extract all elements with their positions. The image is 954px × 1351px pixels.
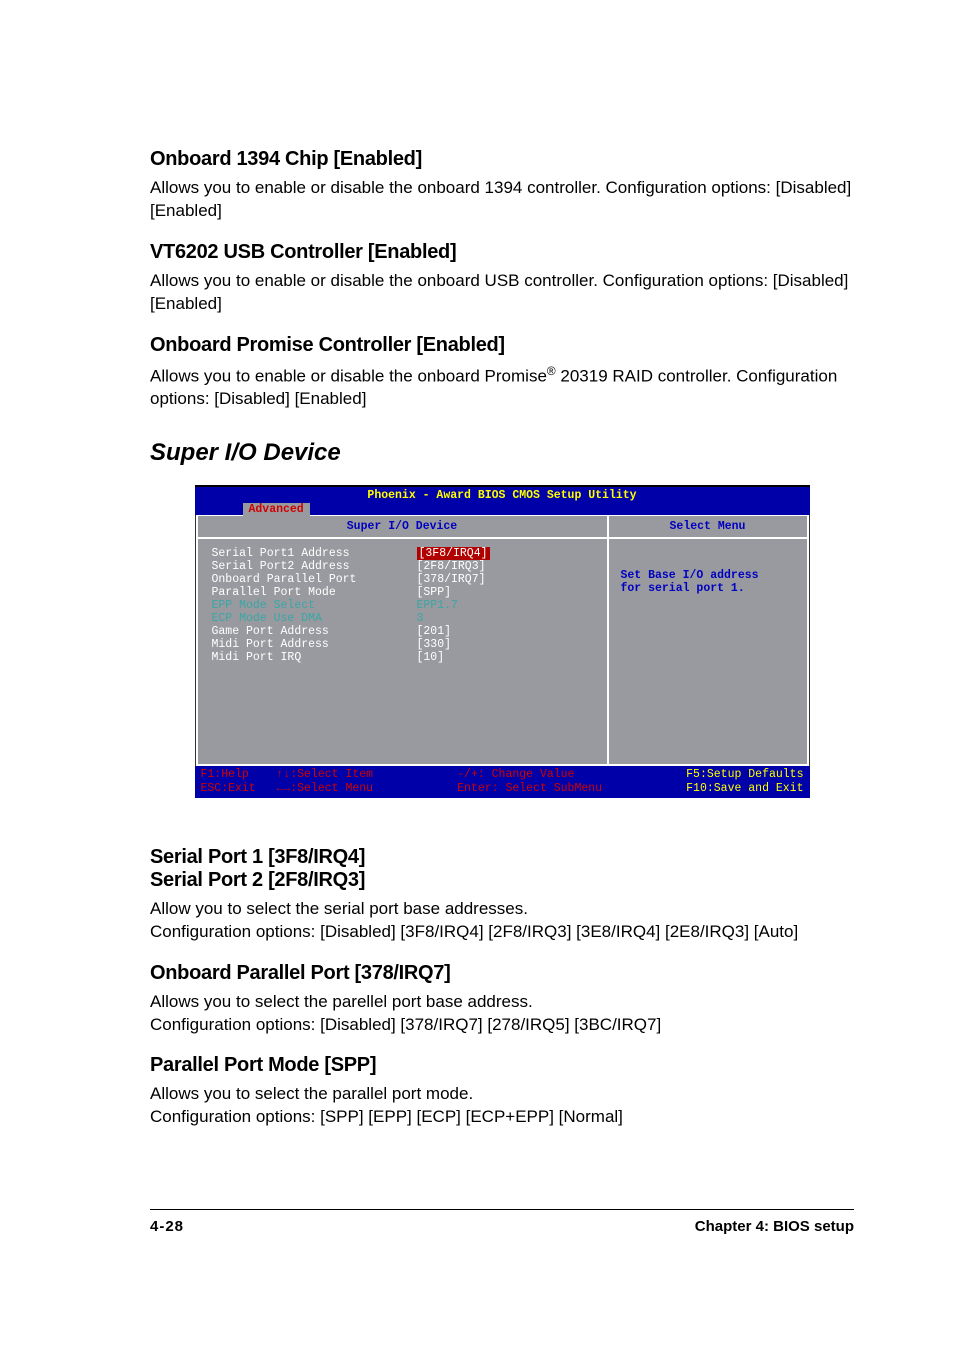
page-footer: 4-28 Chapter 4: BIOS setup [150, 1209, 854, 1235]
bios-setting-label: Midi Port Address [212, 638, 417, 651]
body-vt6202: Allows you to enable or disable the onbo… [150, 270, 854, 316]
heading-parallel-mode: Parallel Port Mode [SPP] [150, 1054, 854, 1077]
bios-setting-row[interactable]: EPP Mode SelectEPP1.7 [212, 599, 593, 612]
heading-promise: Onboard Promise Controller [Enabled] [150, 334, 854, 357]
bios-title-bar: Phoenix - Award BIOS CMOS Setup Utility … [195, 487, 810, 515]
bios-title: Phoenix - Award BIOS CMOS Setup Utility [367, 489, 636, 502]
bios-setting-value[interactable]: [3F8/IRQ4] [417, 547, 490, 560]
heading-parallel-port: Onboard Parallel Port [378/IRQ7] [150, 962, 854, 985]
body-onboard-1394: Allows you to enable or disable the onbo… [150, 177, 854, 223]
bios-tab-bar: Advanced [195, 502, 810, 515]
heading-serial-port-1: Serial Port 1 [3F8/IRQ4] [150, 846, 854, 869]
bios-right-panel: Select Menu Set Base I/O address for ser… [609, 515, 809, 766]
body-promise: Allows you to enable or disable the onbo… [150, 363, 854, 412]
body-parallel-port: Allows you to select the parellel port b… [150, 991, 854, 1037]
bios-item-list: Serial Port1 Address[3F8/IRQ4]Serial Por… [198, 539, 607, 764]
bios-main: Super I/O Device Serial Port1 Address[3F… [195, 515, 810, 766]
heading-onboard-1394: Onboard 1394 Chip [Enabled] [150, 148, 854, 171]
bios-setting-value[interactable]: [2F8/IRQ3] [417, 560, 486, 573]
bios-tab-advanced[interactable]: Advanced [243, 503, 310, 516]
chapter-label: Chapter 4: BIOS setup [695, 1218, 854, 1235]
bios-right-title: Select Menu [609, 516, 807, 539]
bios-screenshot: Phoenix - Award BIOS CMOS Setup Utility … [195, 485, 810, 797]
bios-setting-label: Parallel Port Mode [212, 586, 417, 599]
page-number: 4-28 [150, 1218, 184, 1235]
subtitle-super-io: Super I/O Device [150, 439, 854, 467]
bios-setting-row[interactable]: Serial Port1 Address[3F8/IRQ4] [212, 547, 593, 560]
bios-setting-value[interactable]: [SPP] [417, 586, 452, 599]
bios-setting-value[interactable]: 3 [417, 612, 424, 625]
bios-setting-value[interactable]: [201] [417, 625, 452, 638]
bios-setting-label: Serial Port2 Address [212, 560, 417, 573]
bios-setting-row[interactable]: Onboard Parallel Port[378/IRQ7] [212, 573, 593, 586]
bios-setting-row[interactable]: Midi Port Address[330] [212, 638, 593, 651]
bios-help-line: for serial port 1. [621, 582, 795, 595]
heading-serial-port-2: Serial Port 2 [2F8/IRQ3] [150, 869, 854, 892]
bios-help-line: Set Base I/O address [621, 569, 795, 582]
bios-setting-value[interactable]: [378/IRQ7] [417, 573, 486, 586]
bios-setting-label: Midi Port IRQ [212, 651, 417, 664]
bios-setting-value[interactable]: [10] [417, 651, 445, 664]
bios-setting-label: Onboard Parallel Port [212, 573, 417, 586]
bios-setting-row[interactable]: Serial Port2 Address[2F8/IRQ3] [212, 560, 593, 573]
bios-setting-row[interactable]: Parallel Port Mode[SPP] [212, 586, 593, 599]
bios-setting-value[interactable]: [330] [417, 638, 452, 651]
heading-vt6202: VT6202 USB Controller [Enabled] [150, 241, 854, 264]
bios-setting-label: Game Port Address [212, 625, 417, 638]
bios-footer: F1:Help ↑↓:Select Item ESC:Exit ←→:Selec… [195, 766, 810, 797]
bios-setting-row[interactable]: ECP Mode Use DMA3 [212, 612, 593, 625]
bios-setting-label: EPP Mode Select [212, 599, 417, 612]
bios-setting-value[interactable]: EPP1.7 [417, 599, 458, 612]
bios-panel-title: Super I/O Device [198, 516, 607, 539]
bios-footer-col: -/+: Change Value Enter: Select SubMenu [457, 768, 602, 794]
body-serial-ports: Allow you to select the serial port base… [150, 898, 854, 944]
bios-setting-row[interactable]: Midi Port IRQ[10] [212, 651, 593, 664]
bios-setting-row[interactable]: Game Port Address[201] [212, 625, 593, 638]
bios-left-panel: Super I/O Device Serial Port1 Address[3F… [196, 515, 609, 766]
bios-footer-col: F1:Help ↑↓:Select Item ESC:Exit ←→:Selec… [201, 768, 374, 794]
body-parallel-mode: Allows you to select the parallel port m… [150, 1083, 854, 1129]
bios-help-text: Set Base I/O address for serial port 1. [609, 539, 807, 603]
bios-footer-col: F5:Setup Defaults F10:Save and Exit [686, 768, 803, 794]
bios-setting-label: ECP Mode Use DMA [212, 612, 417, 625]
bios-setting-label: Serial Port1 Address [212, 547, 417, 560]
